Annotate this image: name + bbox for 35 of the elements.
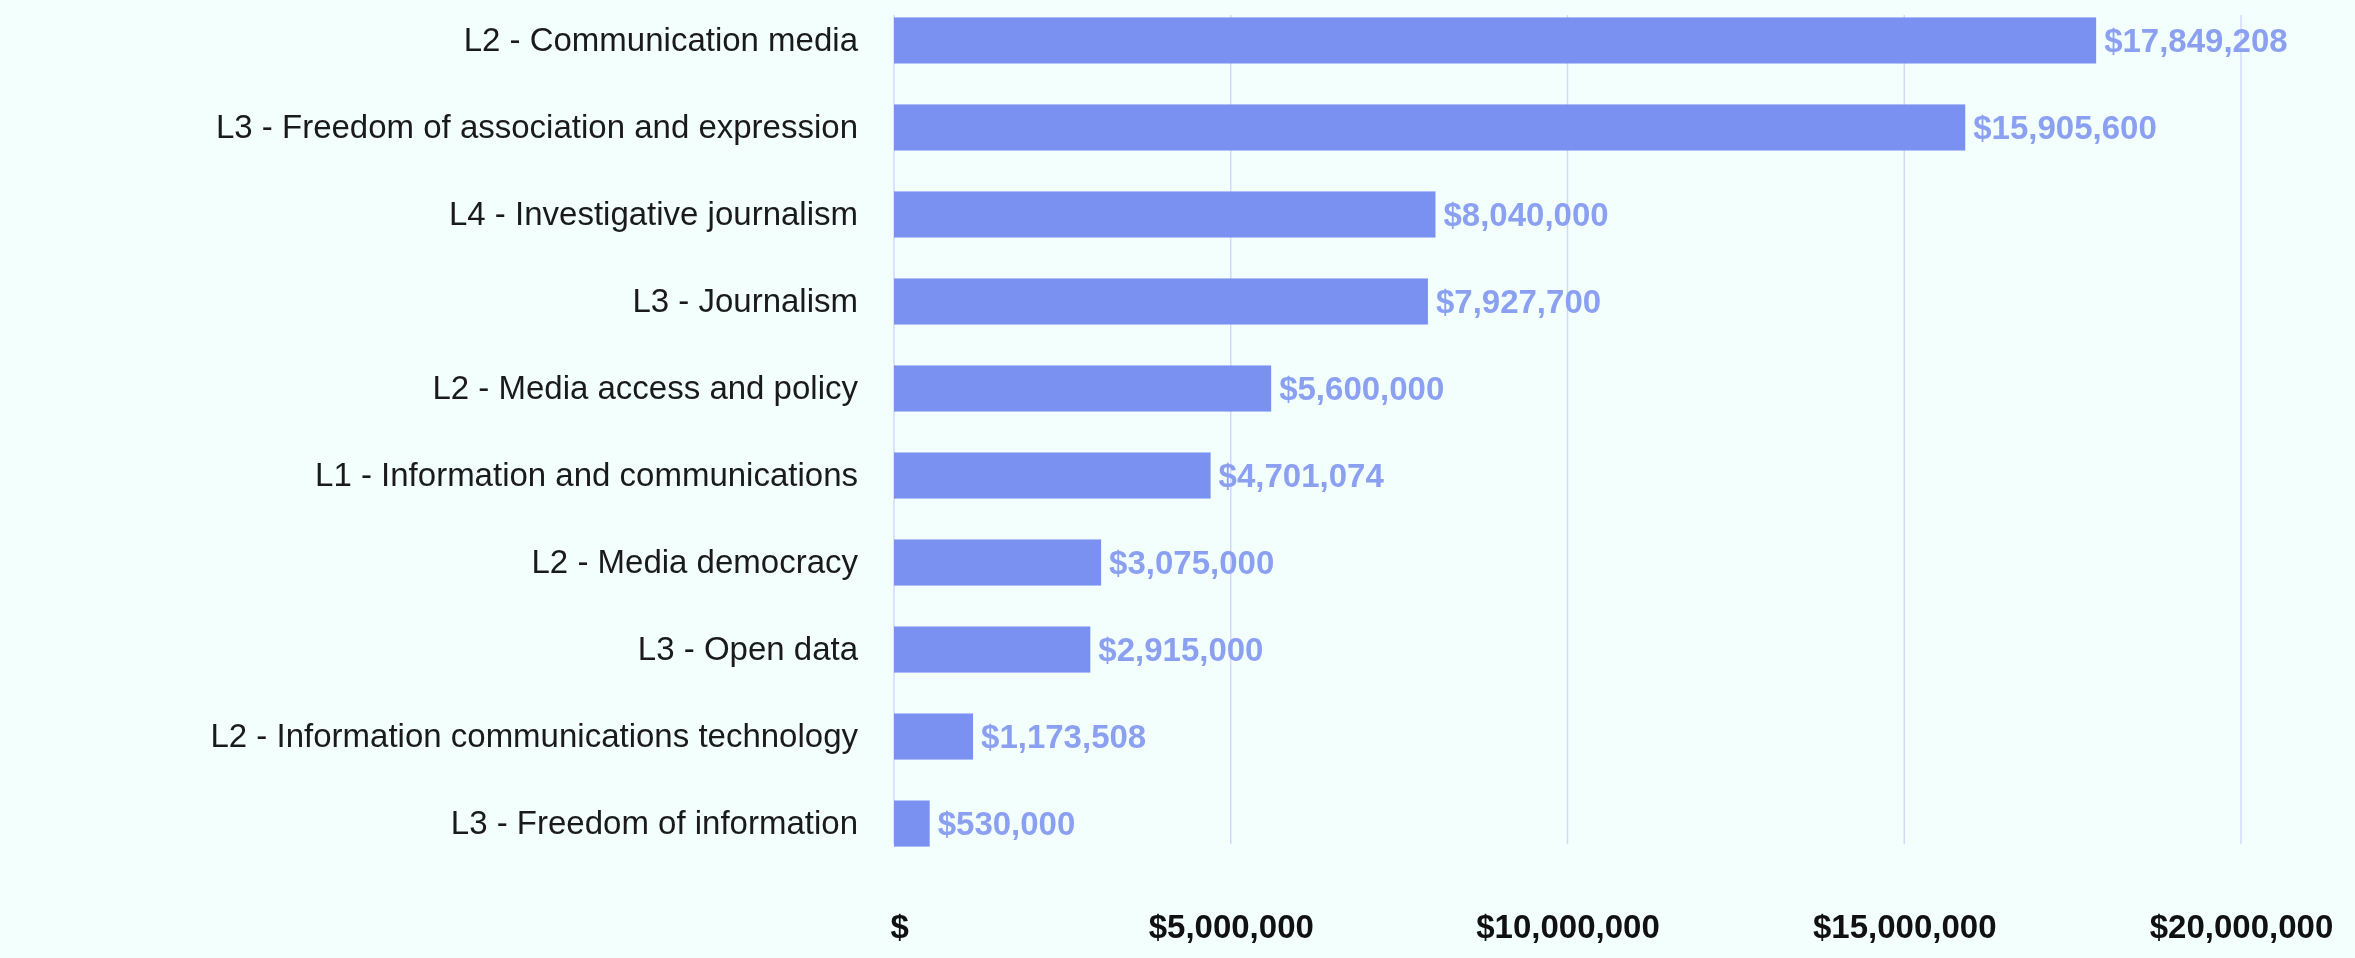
- bar: [894, 104, 1966, 151]
- bar: [894, 17, 2097, 64]
- x-tick-label: $20,000,000: [2149, 908, 2334, 946]
- y-tick-label: L2 - Media democracy: [531, 543, 859, 581]
- y-tick-label: L2 - Media access and policy: [432, 369, 859, 407]
- y-tick-label: L2 - Information communications technology: [210, 717, 859, 755]
- bar: [894, 365, 1272, 412]
- data-label: $1,173,508: [981, 718, 1147, 756]
- y-tick-label: L1 - Information and communications: [315, 456, 858, 494]
- data-label: $15,905,600: [1973, 109, 2157, 147]
- y-tick-label: L3 - Open data: [637, 630, 859, 668]
- data-label: $7,927,700: [1435, 283, 1602, 321]
- data-label: $8,040,000: [1443, 196, 1609, 234]
- x-tick-label: $15,000,000: [1812, 908, 1997, 946]
- x-tick-label: $: [890, 908, 909, 946]
- y-tick-label: L3 - Freedom of information: [450, 804, 858, 842]
- y-tick-label: L3 - Journalism: [632, 282, 858, 320]
- data-label: $4,701,074: [1218, 457, 1385, 495]
- bar: [894, 278, 1428, 325]
- x-tick-label: $10,000,000: [1476, 908, 1660, 946]
- bar: [894, 626, 1091, 673]
- bar: [894, 800, 930, 847]
- bar: [894, 191, 1436, 238]
- bar: [894, 452, 1211, 499]
- data-label: $2,915,000: [1098, 631, 1264, 669]
- x-tick-label: $5,000,000: [1148, 908, 1314, 946]
- data-label: $17,849,208: [2104, 22, 2288, 60]
- data-label: $530,000: [937, 805, 1076, 843]
- y-tick-label: L2 - Communication media: [463, 21, 859, 59]
- bar: [894, 713, 974, 760]
- data-label: $5,600,000: [1279, 370, 1445, 408]
- y-tick-label: L4 - Investigative journalism: [448, 195, 858, 233]
- data-label: $3,075,000: [1109, 544, 1275, 582]
- bar: [894, 539, 1102, 586]
- y-tick-label: L3 - Freedom of association and expression: [215, 108, 858, 146]
